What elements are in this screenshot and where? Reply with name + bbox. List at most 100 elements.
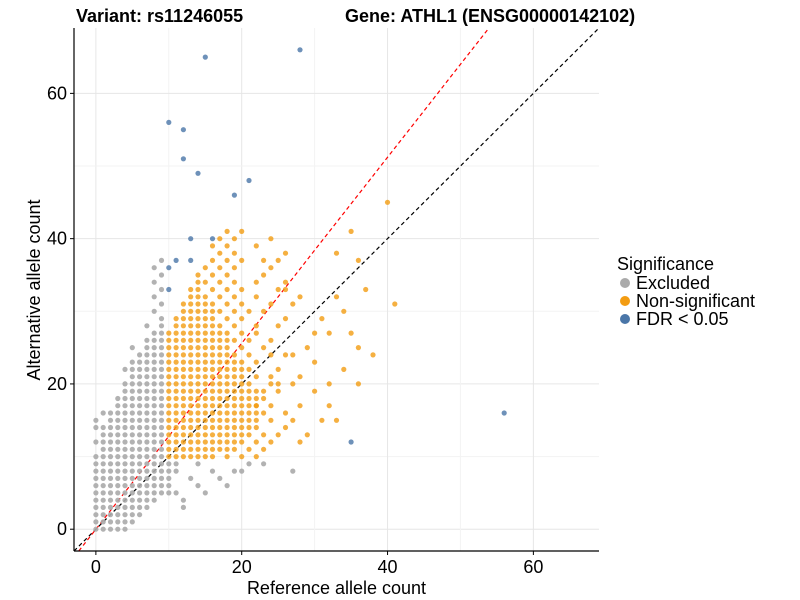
- data-point: [261, 272, 267, 278]
- data-point: [188, 439, 194, 445]
- data-point: [231, 446, 237, 452]
- data-point: [290, 352, 296, 358]
- data-point: [151, 439, 157, 445]
- data-point: [246, 177, 252, 184]
- y-tick-label: 20: [47, 374, 67, 394]
- data-point: [129, 395, 135, 402]
- data-point: [107, 461, 114, 467]
- data-point: [253, 279, 259, 285]
- data-point: [180, 337, 186, 343]
- data-point: [261, 308, 267, 314]
- data-point: [261, 432, 267, 438]
- legend-key-excluded: [620, 278, 630, 288]
- data-point: [151, 424, 157, 431]
- data-point: [231, 388, 237, 394]
- axes: [73, 28, 599, 552]
- data-point: [115, 483, 121, 489]
- data-point: [93, 417, 99, 423]
- data-point: [93, 483, 99, 489]
- data-point: [217, 345, 223, 351]
- data-point: [239, 388, 245, 394]
- data-point: [195, 424, 201, 431]
- data-point: [151, 403, 157, 409]
- data-point: [100, 454, 106, 460]
- data-point: [151, 279, 157, 285]
- data-point: [202, 345, 208, 351]
- data-point: [239, 345, 245, 351]
- data-point: [166, 490, 172, 496]
- data-point: [151, 475, 157, 481]
- data-point: [180, 504, 186, 510]
- data-point: [93, 526, 99, 532]
- data-point: [188, 366, 194, 372]
- data-point: [137, 461, 143, 467]
- data-point: [297, 374, 303, 380]
- data-point: [107, 417, 114, 423]
- data-point: [202, 490, 208, 496]
- data-point: [224, 395, 230, 402]
- data-point: [151, 417, 157, 423]
- data-point: [355, 257, 361, 263]
- data-point: [188, 381, 194, 387]
- data-point: [166, 359, 172, 365]
- data-point: [253, 424, 259, 431]
- legend-label-fdr: FDR < 0.05: [636, 309, 729, 329]
- data-point: [137, 359, 143, 365]
- data-point: [151, 468, 157, 474]
- data-point: [107, 490, 114, 496]
- data-point: [173, 323, 179, 329]
- data-point: [217, 388, 223, 394]
- data-point: [224, 352, 230, 358]
- data-point: [166, 446, 172, 452]
- x-tick-label: 0: [91, 557, 101, 577]
- data-point: [253, 330, 259, 336]
- data-point: [173, 388, 179, 394]
- data-point: [202, 432, 208, 438]
- data-point: [166, 286, 172, 293]
- data-point: [188, 286, 194, 293]
- data-point: [144, 381, 150, 387]
- data-point: [333, 417, 340, 423]
- data-point: [224, 301, 230, 307]
- data-point: [297, 294, 303, 300]
- data-point: [304, 432, 310, 438]
- data-point: [195, 272, 201, 278]
- data-point: [188, 294, 194, 300]
- data-point: [224, 417, 230, 423]
- data-point: [239, 454, 245, 460]
- data-point: [231, 417, 237, 423]
- data-point: [137, 410, 143, 416]
- data-point: [180, 366, 186, 372]
- data-point: [384, 199, 391, 205]
- data-point: [253, 403, 259, 409]
- data-point: [151, 395, 157, 402]
- data-point: [188, 374, 194, 380]
- data-point: [224, 403, 230, 409]
- data-point: [137, 490, 143, 496]
- data-point: [231, 323, 237, 329]
- data-point: [209, 257, 216, 263]
- data-point: [129, 490, 135, 496]
- legend-label-non-significant: Non-significant: [636, 291, 755, 311]
- data-point: [239, 286, 245, 293]
- data-point: [348, 439, 354, 445]
- data-point: [93, 468, 99, 474]
- data-point: [166, 330, 172, 336]
- data-point: [151, 374, 157, 380]
- data-point: [158, 323, 165, 329]
- data-point: [107, 424, 114, 431]
- data-point: [180, 359, 186, 365]
- data-point: [231, 265, 237, 271]
- data-point: [253, 410, 259, 416]
- data-point: [246, 308, 252, 314]
- data-point: [158, 366, 165, 372]
- data-point: [158, 432, 165, 438]
- data-point: [151, 454, 157, 460]
- data-point: [151, 352, 157, 358]
- data-point: [166, 439, 172, 445]
- data-point: [195, 374, 201, 380]
- data-point: [268, 439, 274, 445]
- data-point: [188, 330, 194, 336]
- data-point: [166, 468, 172, 474]
